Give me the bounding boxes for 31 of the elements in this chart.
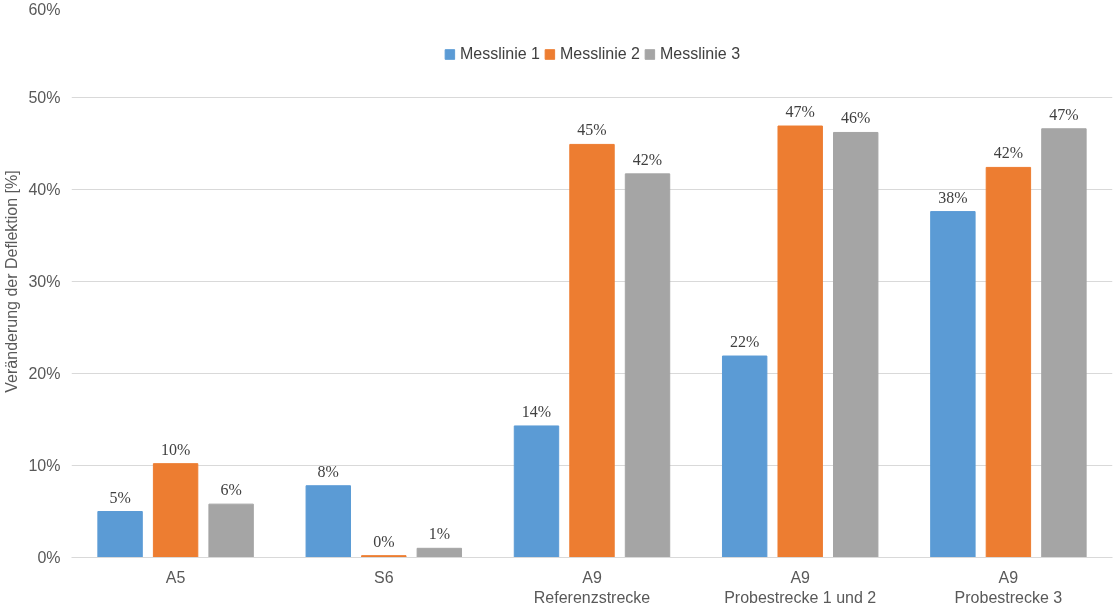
data-label: 6% <box>220 481 242 499</box>
data-label: 22% <box>730 333 760 351</box>
y-tick-label: 0% <box>37 549 61 566</box>
y-tick-label: 10% <box>28 457 61 474</box>
data-label: 42% <box>993 144 1024 162</box>
data-label: 10% <box>160 440 191 458</box>
y-axis-title: Veränderung der Deflektion [%] <box>3 170 21 393</box>
data-label: 47% <box>1049 105 1079 123</box>
x-tick-label: S6 <box>374 568 394 586</box>
data-label: 38% <box>938 188 968 206</box>
y-tick-label: 60% <box>28 0 61 18</box>
legend-label: Messlinie 1 <box>459 45 540 63</box>
data-label: 0% <box>373 532 395 550</box>
legend-label: Messlinie 3 <box>660 45 741 63</box>
y-tick-label: 50% <box>28 89 61 106</box>
y-tick-label: 20% <box>28 365 61 382</box>
data-label: 47% <box>785 103 815 121</box>
x-tick-label: A5 <box>165 568 186 586</box>
data-label: 46% <box>841 109 871 127</box>
legend-label: Messlinie 2 <box>559 45 641 63</box>
data-label: 5% <box>109 488 131 506</box>
x-tick-label: A9 Probestrecke 1 und 2 <box>724 568 877 606</box>
data-label: 42% <box>632 150 663 168</box>
data-label: 14% <box>521 402 552 420</box>
x-tick-label: A9 Probestrecke 3 <box>954 568 1063 606</box>
data-label: 1% <box>428 525 450 543</box>
y-tick-label: 40% <box>28 181 61 198</box>
y-tick-label: 30% <box>28 273 61 290</box>
data-label: 8% <box>317 462 339 480</box>
data-label: 45% <box>577 121 607 139</box>
x-tick-label: A9 Referenzstrecke <box>533 568 651 606</box>
